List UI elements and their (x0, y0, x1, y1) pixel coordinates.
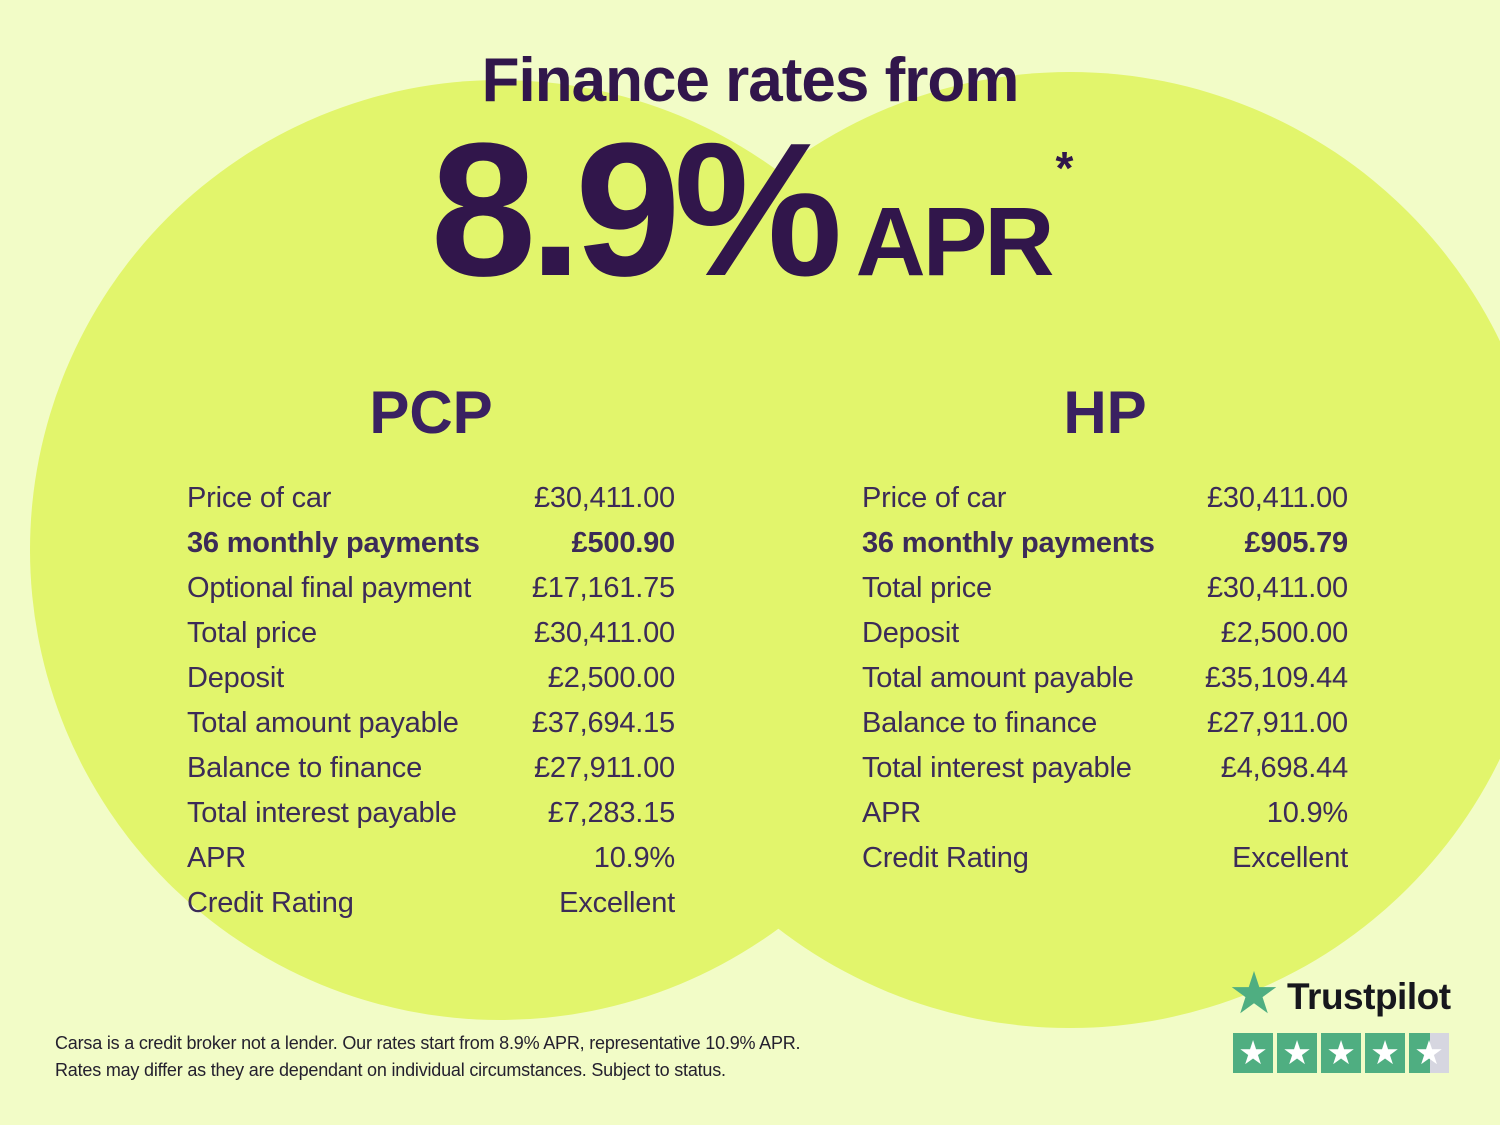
row-value: £2,500.00 (547, 662, 675, 694)
finance-row: Optional final payment £17,161.75 (187, 566, 675, 611)
row-label: APR (187, 842, 247, 874)
row-label: Total amount payable (187, 707, 459, 739)
disclaimer-line-2: Rates may differ as they are dependant o… (55, 1060, 726, 1080)
row-label: Deposit (862, 617, 959, 649)
rate-unit: APR* (856, 145, 1074, 290)
rate-value: 8.9% (430, 104, 843, 316)
row-value: 10.9% (593, 842, 675, 874)
finance-row: Total amount payable £37,694.15 (187, 701, 675, 746)
row-label: APR (862, 797, 922, 829)
row-label: 36 monthly payments (187, 527, 480, 559)
row-value: £17,161.75 (531, 572, 675, 604)
row-value: £30,411.00 (534, 617, 675, 649)
row-label: Total amount payable (862, 662, 1134, 694)
star-icon: ★ (1414, 1033, 1444, 1071)
finance-row: Total price £30,411.00 (862, 566, 1348, 611)
row-label: Price of car (862, 482, 1007, 514)
trustpilot-widget: ★ Trustpilot ★ ★ ★ ★ ★ (1228, 961, 1478, 1073)
finance-row: 36 monthly payments £500.90 (187, 521, 675, 566)
page-title: Finance rates from (481, 46, 1020, 115)
trustpilot-logo: ★ Trustpilot (1228, 961, 1478, 1026)
row-label: Balance to finance (187, 752, 423, 784)
star-icon: ★ (1370, 1033, 1400, 1071)
star-icon: ★ (1326, 1033, 1356, 1071)
finance-row: Credit Rating Excellent (187, 881, 675, 926)
trustpilot-star-icon: ★ (1228, 961, 1280, 1026)
rating-star-partial: ★ (1409, 1033, 1449, 1073)
disclaimer-line-1: Carsa is a credit broker not a lender. O… (55, 1033, 801, 1053)
background-circle-right (592, 72, 1500, 1028)
row-label: Balance to finance (862, 707, 1098, 739)
trustpilot-brand: Trustpilot (1287, 976, 1451, 1017)
finance-row: APR 10.9% (862, 791, 1348, 836)
row-label: 36 monthly payments (862, 527, 1155, 559)
finance-row: Deposit £2,500.00 (862, 611, 1348, 656)
rating-star-full: ★ (1321, 1033, 1361, 1073)
star-icon: ★ (1282, 1033, 1312, 1071)
footnote-asterisk: * (1055, 141, 1074, 194)
row-label: Deposit (187, 662, 284, 694)
row-label: Credit Rating (862, 842, 1029, 874)
finance-row: Balance to finance £27,911.00 (862, 701, 1348, 746)
rating-star-full: ★ (1365, 1033, 1405, 1073)
pcp-column: PCP Price of car £30,411.00 36 monthly pay… (187, 383, 675, 926)
pcp-heading: PCP (369, 379, 493, 446)
hp-heading: HP (1063, 379, 1147, 446)
hp-table: Price of car £30,411.00 36 monthly payment… (862, 476, 1348, 881)
hp-column: HP Price of car £30,411.00 36 monthly paym… (862, 383, 1348, 881)
rating-star-full: ★ (1233, 1033, 1273, 1073)
rating-star-full: ★ (1277, 1033, 1317, 1073)
finance-row: 36 monthly payments £905.79 (862, 521, 1348, 566)
row-label: Optional final payment (187, 572, 472, 604)
row-value: £37,694.15 (531, 707, 675, 739)
row-label: Total price (862, 572, 992, 604)
row-value: Excellent (1232, 842, 1348, 874)
row-label: Credit Rating (187, 887, 354, 919)
row-value: £4,698.44 (1220, 752, 1348, 784)
row-value: 10.9% (1266, 797, 1348, 829)
trustpilot-rating-stars: ★ ★ ★ ★ ★ (1233, 1033, 1478, 1073)
finance-row: Price of car £30,411.00 (862, 476, 1348, 521)
row-value: £27,911.00 (1207, 707, 1348, 739)
row-label: Price of car (187, 482, 332, 514)
row-value: £27,911.00 (534, 752, 675, 784)
row-label: Total interest payable (862, 752, 1132, 784)
star-icon: ★ (1238, 1033, 1268, 1071)
row-value: £2,500.00 (1220, 617, 1348, 649)
row-value: £30,411.00 (534, 482, 675, 514)
finance-row: Total amount payable £35,109.44 (862, 656, 1348, 701)
row-value: £30,411.00 (1207, 482, 1348, 514)
row-label: Total price (187, 617, 317, 649)
finance-row: Total interest payable £4,698.44 (862, 746, 1348, 791)
finance-row: Total interest payable £7,283.15 (187, 791, 675, 836)
row-value: Excellent (559, 887, 675, 919)
finance-row: Balance to finance £27,911.00 (187, 746, 675, 791)
finance-row: APR 10.9% (187, 836, 675, 881)
disclaimer: Carsa is a credit broker not a lender. O… (55, 1030, 875, 1084)
row-value: £35,109.44 (1204, 662, 1348, 694)
row-value: £7,283.15 (547, 797, 675, 829)
finance-row: Price of car £30,411.00 (187, 476, 675, 521)
row-value: £500.90 (571, 527, 676, 559)
row-label: Total interest payable (187, 797, 457, 829)
row-value: £30,411.00 (1207, 572, 1348, 604)
pcp-table: Price of car £30,411.00 36 monthly payment… (187, 476, 675, 926)
finance-row: Credit Rating Excellent (862, 836, 1348, 881)
headline-rate: 8.9% APR* (0, 115, 1500, 305)
finance-row: Deposit £2,500.00 (187, 656, 675, 701)
finance-row: Total price £30,411.00 (187, 611, 675, 656)
rate-unit-label: APR (855, 187, 1055, 296)
row-value: £905.79 (1244, 527, 1349, 559)
